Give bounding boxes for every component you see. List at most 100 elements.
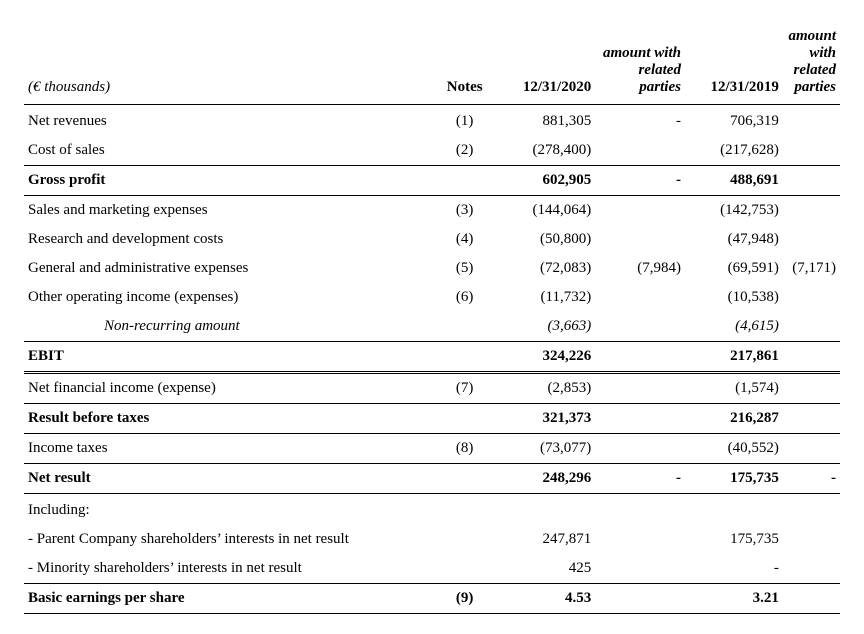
row-note: (7) [432, 373, 497, 404]
row-y1: (50,800) [497, 225, 595, 254]
row-y1: 881,305 [497, 105, 595, 137]
row-y1: 324,226 [497, 342, 595, 373]
row-r2 [783, 225, 840, 254]
row-note: (1) [432, 105, 497, 137]
row-label: - Minority shareholders’ interests in ne… [24, 554, 432, 584]
row-r2 [783, 136, 840, 166]
row-note [432, 464, 497, 494]
row-r1: - [595, 105, 685, 137]
row-r1 [595, 373, 685, 404]
header-year1: 12/31/2020 [497, 20, 595, 105]
row-r2 [783, 373, 840, 404]
row-r1: (7,984) [595, 254, 685, 283]
row-r1 [595, 283, 685, 312]
row-r1 [595, 342, 685, 373]
row-r2 [783, 434, 840, 464]
table-row-result-before-tax: Result before taxes 321,373 216,287 [24, 404, 840, 434]
row-note [432, 312, 497, 342]
row-label: Net financial income (expense) [24, 373, 432, 404]
row-y2: (217,628) [685, 136, 783, 166]
table-row-nonrecurring: Non-recurring amount (3,663) (4,615) [24, 312, 840, 342]
table-row: - Minority shareholders’ interests in ne… [24, 554, 840, 584]
row-y2: 706,319 [685, 105, 783, 137]
row-y1: 602,905 [497, 166, 595, 196]
row-r1 [595, 584, 685, 614]
row-note [432, 525, 497, 554]
row-note: (3) [432, 196, 497, 226]
row-r2: (7,171) [783, 254, 840, 283]
row-y2: 3.21 [685, 584, 783, 614]
row-label: Net revenues [24, 105, 432, 137]
row-y2: (1,574) [685, 373, 783, 404]
row-y1: (73,077) [497, 434, 595, 464]
row-y1: 247,871 [497, 525, 595, 554]
row-label: General and administrative expenses [24, 254, 432, 283]
income-statement-table: (€ thousands) Notes 12/31/2020 amount wi… [24, 20, 840, 614]
row-r2 [783, 342, 840, 373]
row-r1: - [595, 166, 685, 196]
row-y1: (144,064) [497, 196, 595, 226]
row-y2: (40,552) [685, 434, 783, 464]
table-row-including: Including: [24, 494, 840, 526]
table-row: - Parent Company shareholders’ interests… [24, 525, 840, 554]
header-year2: 12/31/2019 [685, 20, 783, 105]
row-y2: (4,615) [685, 312, 783, 342]
row-label: Gross profit [24, 166, 432, 196]
row-y2: (10,538) [685, 283, 783, 312]
row-r2 [783, 584, 840, 614]
table-row: Net financial income (expense) (7) (2,85… [24, 373, 840, 404]
row-r2 [783, 404, 840, 434]
row-label: Income taxes [24, 434, 432, 464]
row-y2: (142,753) [685, 196, 783, 226]
row-note: (2) [432, 136, 497, 166]
row-r1 [595, 312, 685, 342]
row-y1: (3,663) [497, 312, 595, 342]
row-y2: (47,948) [685, 225, 783, 254]
row-r1: - [595, 464, 685, 494]
table-row: Net revenues (1) 881,305 - 706,319 [24, 105, 840, 137]
row-r2: - [783, 464, 840, 494]
row-y1: (278,400) [497, 136, 595, 166]
table-row-gross-profit: Gross profit 602,905 - 488,691 [24, 166, 840, 196]
row-note: (5) [432, 254, 497, 283]
row-r2 [783, 166, 840, 196]
row-r1 [595, 404, 685, 434]
table-row: General and administrative expenses (5) … [24, 254, 840, 283]
table-row-eps: Basic earnings per share (9) 4.53 3.21 [24, 584, 840, 614]
row-note: (8) [432, 434, 497, 464]
header-row: (€ thousands) Notes 12/31/2020 amount wi… [24, 20, 840, 105]
row-label: Research and development costs [24, 225, 432, 254]
header-notes: Notes [432, 20, 497, 105]
table-row: Other operating income (expenses) (6) (1… [24, 283, 840, 312]
row-r2 [783, 283, 840, 312]
row-label: Result before taxes [24, 404, 432, 434]
row-note: (4) [432, 225, 497, 254]
row-r2 [783, 105, 840, 137]
row-note: (9) [432, 584, 497, 614]
row-label: Other operating income (expenses) [24, 283, 432, 312]
row-note [432, 554, 497, 584]
table-row: Research and development costs (4) (50,8… [24, 225, 840, 254]
row-r1 [595, 196, 685, 226]
row-r1 [595, 225, 685, 254]
row-note [432, 404, 497, 434]
row-label: EBIT [24, 342, 432, 373]
row-y1: 321,373 [497, 404, 595, 434]
row-y1: 248,296 [497, 464, 595, 494]
row-r2 [783, 196, 840, 226]
table-row-ebit: EBIT 324,226 217,861 [24, 342, 840, 373]
row-y2: 216,287 [685, 404, 783, 434]
row-r2 [783, 312, 840, 342]
row-y2: 488,691 [685, 166, 783, 196]
table-row: Cost of sales (2) (278,400) (217,628) [24, 136, 840, 166]
row-label: - Parent Company shareholders’ interests… [24, 525, 432, 554]
header-related2: amount with related parties [783, 20, 840, 105]
row-y2: 175,735 [685, 464, 783, 494]
row-r1 [595, 136, 685, 166]
row-label: Sales and marketing expenses [24, 196, 432, 226]
table-row-net-result: Net result 248,296 - 175,735 - [24, 464, 840, 494]
row-label: Basic earnings per share [24, 584, 432, 614]
row-y1: (72,083) [497, 254, 595, 283]
header-related1: amount with related parties [595, 20, 685, 105]
row-label: Cost of sales [24, 136, 432, 166]
